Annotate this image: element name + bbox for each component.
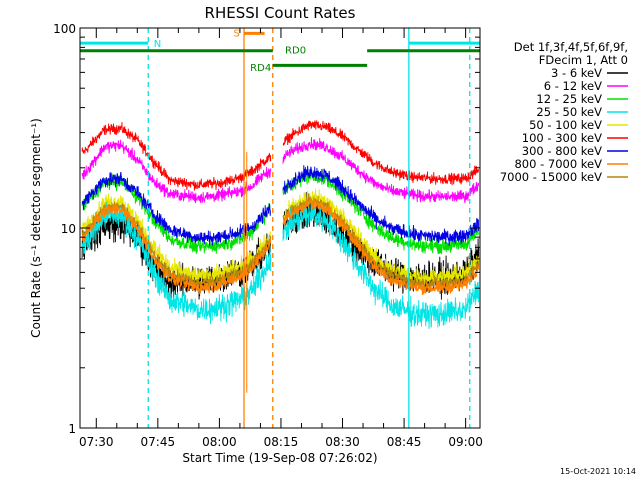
legend-header-2: FDecim 1, Att 0 <box>539 53 628 67</box>
series-line-6_12keV-seg1 <box>282 137 480 204</box>
x-tick-label-0830: 08:30 <box>325 435 360 449</box>
flag-label-n: N <box>154 39 161 50</box>
legend-label-6: 100 - 300 keV <box>522 131 602 145</box>
flag-label-rd0: RD0 <box>285 46 306 57</box>
y-tick-label-1: 1 <box>68 422 76 436</box>
legend-header-1: Det 1f,3f,4f,5f,6f,9f, <box>514 40 628 54</box>
series-line-300_800keV-seg1 <box>282 165 480 246</box>
legend-label-1: 3 - 6 keV <box>551 66 602 80</box>
legend-label-5: 50 - 100 keV <box>529 118 602 132</box>
x-tick-label-0800: 08:00 <box>202 435 237 449</box>
series-line-100_300keV-seg1 <box>282 120 480 186</box>
legend-label-4: 25 - 50 keV <box>536 105 602 119</box>
series-line-3_6keV-seg0 <box>81 210 272 300</box>
x-tick-label-0900: 09:00 <box>448 435 483 449</box>
flag-label-s: S <box>234 28 240 39</box>
legend-label-7: 300 - 800 keV <box>522 144 602 158</box>
series-line-100_300keV-seg0 <box>81 122 272 191</box>
series-line-50_100keV-seg1 <box>282 188 480 288</box>
x-axis-label: Start Time (19-Sep-08 07:26:02) <box>182 451 377 465</box>
legend-label-8: 800 - 7000 keV <box>514 157 602 171</box>
series-line-25_50keV-seg0 <box>81 201 272 325</box>
series-line-800_7000keV-seg1 <box>282 198 480 296</box>
x-tick-label-0730: 07:30 <box>79 435 114 449</box>
legend-label-9: 7000 - 15000 keV <box>500 170 602 184</box>
x-tick-label-0815: 08:15 <box>264 435 299 449</box>
y-tick-label-100: 100 <box>53 22 76 36</box>
y-axis-label: Count Rate (s⁻¹ detector segment⁻¹) <box>29 118 43 338</box>
series-line-6_12keV-seg0 <box>81 139 272 204</box>
chart-title: RHESSI Count Rates <box>205 4 356 22</box>
series-line-300_800keV-seg0 <box>81 171 272 246</box>
flag-label-rd4: RD4 <box>250 63 271 74</box>
series-line-25_50keV-seg1 <box>282 199 480 330</box>
x-tick-label-0845: 08:45 <box>387 435 422 449</box>
y-tick-label-10: 10 <box>61 222 76 236</box>
legend-label-3: 12 - 25 keV <box>536 92 602 106</box>
legend-label-2: 6 - 12 keV <box>544 79 602 93</box>
series-line-800_7000keV-seg0 <box>81 202 272 295</box>
x-tick-label-0745: 07:45 <box>141 435 176 449</box>
footer-date: 15-Oct-2021 10:14 <box>560 467 636 476</box>
